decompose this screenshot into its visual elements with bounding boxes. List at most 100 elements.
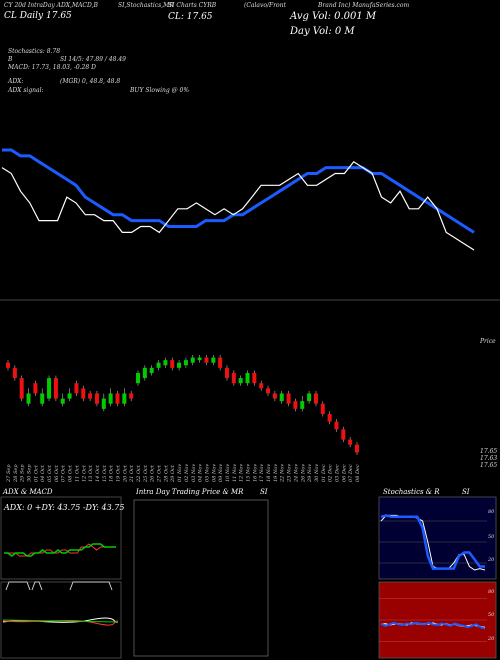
- date-label: 01 Oct: [33, 464, 39, 482]
- candle-body: [313, 393, 318, 404]
- date-label: 28 Sep: [13, 464, 19, 483]
- date-label: 22 Oct: [136, 464, 142, 483]
- candle-body: [33, 383, 38, 394]
- close-label: CL: 17.65: [168, 12, 213, 22]
- date-label: 03 Nov: [191, 464, 197, 482]
- candle-body: [88, 393, 93, 399]
- candle-body: [327, 413, 332, 422]
- candle-body: [40, 393, 45, 404]
- stochastics-label: Stochastics: 8.78: [8, 48, 61, 55]
- macd-zero-line: [2, 619, 119, 623]
- moving-average-line: [2, 148, 475, 234]
- candle-body: [293, 401, 298, 409]
- date-label: 18 Oct: [109, 464, 115, 482]
- adx-signal-mark: [31, 581, 43, 591]
- date-label: 14 Oct: [95, 464, 101, 482]
- candle-body: [190, 357, 195, 363]
- date-label: 12 Oct: [81, 464, 87, 482]
- date-label: 29 Oct: [170, 464, 176, 483]
- candle-body: [115, 393, 120, 404]
- candle-body: [355, 444, 359, 453]
- candle-body: [259, 383, 264, 389]
- date-label: 11 Nov: [232, 464, 238, 482]
- candle-body: [129, 393, 134, 399]
- stoch-level-80: 80: [488, 509, 495, 515]
- date-label: 26 Nov: [300, 464, 306, 483]
- candle-body: [334, 421, 339, 430]
- header-line2: CL Daily 17.65: [4, 11, 72, 21]
- price-line: [1, 161, 475, 251]
- candle-body: [245, 372, 250, 384]
- candle-body: [286, 393, 291, 404]
- adx-plus-line: [4, 543, 116, 557]
- date-label: 28 Oct: [163, 464, 169, 483]
- date-label: 08 Oct: [68, 464, 74, 482]
- adx-signal-label: ADX signal:: [8, 87, 44, 94]
- date-label: 07 Oct: [61, 464, 67, 482]
- price-axis-label: Price: [480, 338, 496, 345]
- candle-body: [60, 398, 65, 404]
- candle-body: [136, 372, 141, 384]
- candle-body: [122, 393, 127, 404]
- date-label: 19 Nov: [273, 464, 279, 482]
- candle-body: [101, 398, 106, 409]
- date-label: 23 Nov: [287, 464, 293, 483]
- rsi-line: [380, 621, 486, 630]
- candle-body: [197, 357, 202, 361]
- date-label: 29 Nov: [307, 464, 313, 483]
- candle-body: [320, 403, 325, 414]
- stoch-level-20: 20: [488, 557, 495, 563]
- stoch-level-50: 50: [488, 534, 495, 540]
- candle-body: [300, 401, 305, 409]
- candle-body: [12, 367, 17, 379]
- intraday-si: SI: [260, 488, 268, 496]
- candle-body: [6, 362, 10, 368]
- intraday-title: Intra Day Trading Price & MR: [136, 488, 244, 496]
- rsi-level-50: 50: [488, 612, 495, 618]
- candle-body: [67, 393, 72, 399]
- header-line1: CY 20d IntraDay ADX,MACD,B: [4, 2, 98, 9]
- date-label: 08 Nov: [211, 464, 217, 482]
- candle-body: [47, 378, 52, 399]
- date-label: 15 Oct: [102, 464, 108, 482]
- header-line1d: (Calavo/Front: [244, 2, 286, 9]
- date-label: 07 Dec: [348, 464, 354, 482]
- avg-volume: Avg Vol: 0.001 M: [290, 11, 377, 22]
- date-label: 30 Nov: [314, 464, 320, 482]
- date-label: 01 Dec: [321, 464, 327, 482]
- si-line: SI 14/5: 47.89 / 48.49: [60, 56, 126, 63]
- candle-body: [204, 357, 209, 363]
- stochastics-title: Stochastics & R: [383, 488, 440, 496]
- adx-readout: ADX: 0 +DY: 43.75 -DY: 43.75: [4, 503, 125, 512]
- candle-body: [218, 357, 223, 368]
- candle-body: [183, 360, 188, 366]
- adx-values: (MGR) 0, 48.8, 48.8: [60, 78, 121, 85]
- stoch-k-line: [380, 514, 485, 570]
- candle-body: [252, 372, 257, 384]
- adx-panel-title: ADX & MACD: [3, 488, 53, 496]
- date-label: 03 Dec: [334, 464, 340, 482]
- date-label: 01 Nov: [177, 464, 183, 482]
- date-label: 29 Sep: [20, 464, 26, 483]
- macd-line: [2, 617, 119, 623]
- date-axis: 27 Sep 28 Sep 29 Sep 30 Sep 01 Oct 04 Oct 05 O…: [6, 464, 361, 483]
- candle-body: [266, 388, 271, 394]
- date-label: 17 Nov: [259, 464, 265, 482]
- candle-body: [163, 360, 168, 366]
- date-label: 04 Oct: [40, 464, 46, 482]
- candle-body: [279, 393, 284, 402]
- date-label: 15 Nov: [246, 464, 252, 482]
- date-label: 06 Oct: [54, 464, 60, 482]
- candle-body: [307, 393, 312, 402]
- price-low-label-1: 17.65: [480, 448, 498, 455]
- date-label: 26 Oct: [150, 464, 156, 483]
- date-label: 25 Oct: [143, 464, 149, 483]
- overlay-text: Brand Inc) ManufaSeries.com: [318, 2, 410, 9]
- date-label: 13 Oct: [88, 464, 94, 482]
- date-label: 30 Sep: [27, 464, 33, 482]
- stochastics-b: B: [8, 56, 13, 63]
- macd-label: MACD: 17.73, 18.03, -0.28 D: [8, 64, 96, 71]
- date-label: 05 Nov: [204, 464, 210, 482]
- date-label: 18 Nov: [266, 464, 272, 482]
- price-overlay: [1, 148, 475, 251]
